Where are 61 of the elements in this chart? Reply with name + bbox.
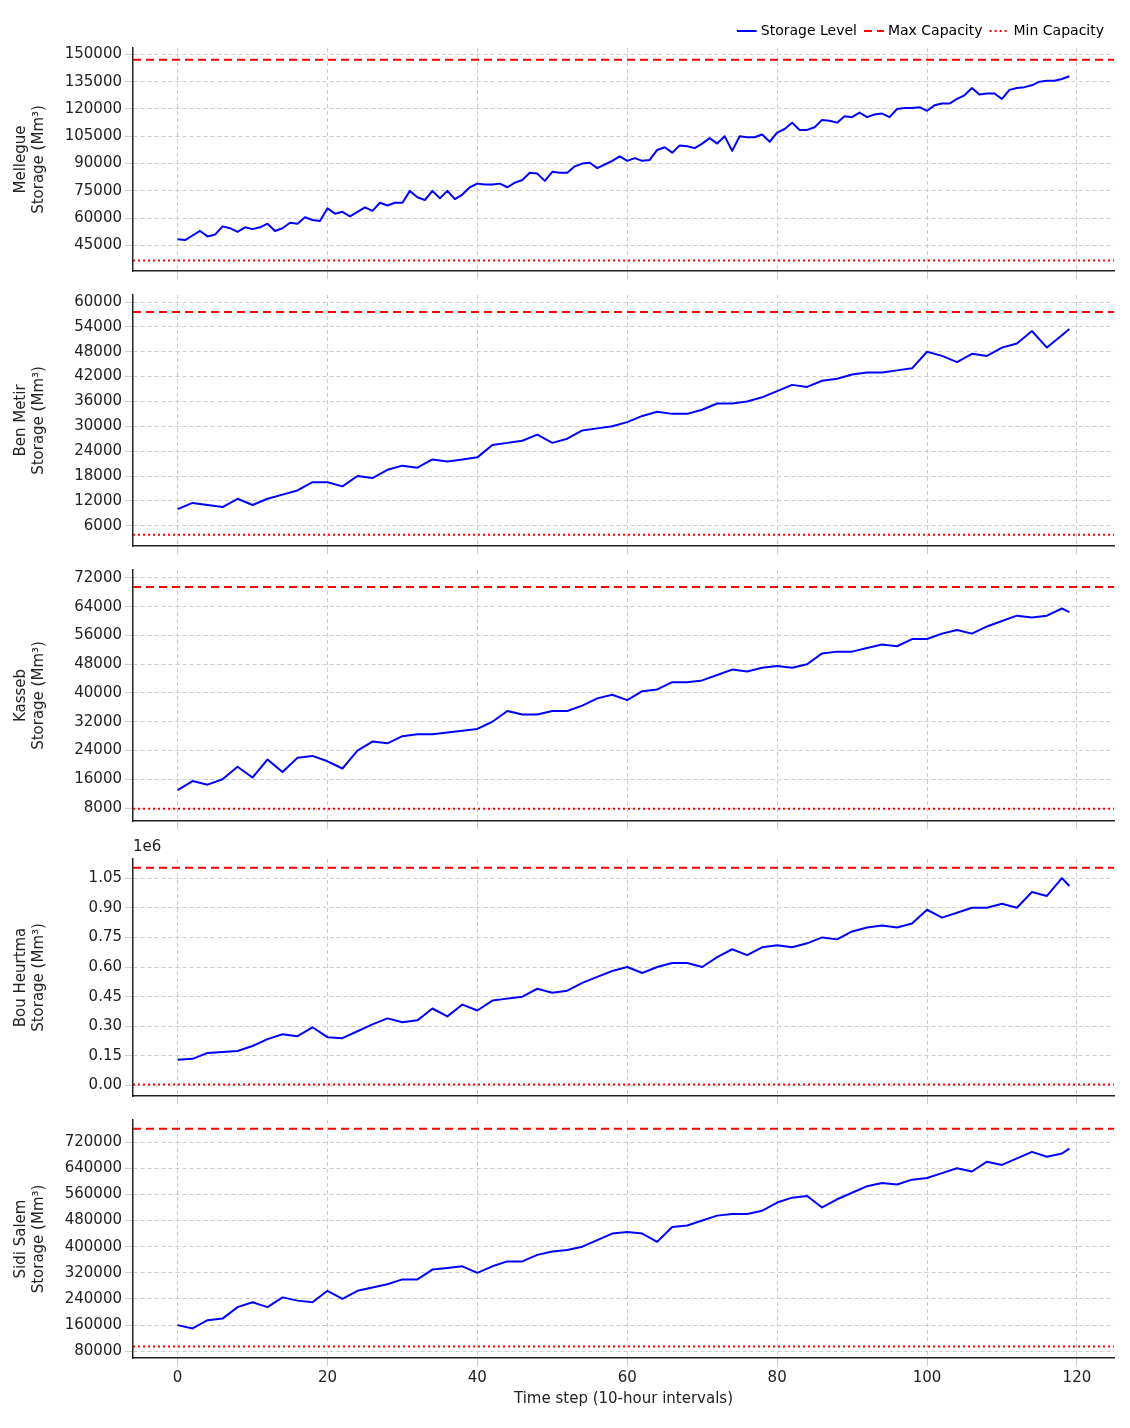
- y-tick-label: 400000: [64, 1236, 122, 1255]
- legend-label: Min Capacity: [1013, 21, 1105, 38]
- y-tick-label: 8000: [83, 797, 122, 816]
- y-axis-title: Bou Heurtma Storage (Mm³): [10, 923, 47, 1032]
- y-tick-label: 56000: [74, 625, 122, 644]
- x-tick-label: 80: [767, 1367, 787, 1386]
- y-tick-label: 120000: [64, 98, 122, 117]
- legend-label: Storage Level: [760, 21, 857, 38]
- x-tick-label: 40: [467, 1367, 487, 1386]
- y-tick-label: 48000: [74, 341, 122, 360]
- y-tick-label: 32000: [74, 711, 122, 730]
- y-tick-label: 24000: [74, 441, 122, 460]
- y-axis-title: Mellegue Storage (Mm³): [10, 105, 47, 214]
- y-tick-label: 48000: [74, 654, 122, 673]
- y-tick-label: 54000: [74, 316, 122, 335]
- y-axis-title: Sidi Salem Storage (Mm³): [10, 1184, 47, 1294]
- y-tick-label: 60000: [74, 291, 122, 310]
- y-tick-label: 45000: [74, 235, 122, 254]
- y-tick-label: 0.60: [88, 956, 122, 975]
- y-tick-label: 135000: [64, 71, 122, 90]
- y-tick-label: 160000: [64, 1315, 122, 1334]
- y-tick-label: 150000: [64, 44, 122, 63]
- y-tick-label: 480000: [64, 1210, 122, 1229]
- y-tick-label: 240000: [64, 1288, 122, 1307]
- y-tick-label: 90000: [74, 153, 122, 172]
- y-axis-title: Ben Metir Storage (Mm³): [10, 366, 47, 475]
- y-tick-label: 42000: [74, 366, 122, 385]
- y-tick-label: 0.45: [88, 986, 122, 1005]
- y-tick-label: 60000: [74, 208, 122, 227]
- x-tick-label: 120: [1062, 1367, 1092, 1386]
- y-tick-label: 80000: [74, 1341, 122, 1360]
- y-tick-label: 0.90: [88, 897, 122, 916]
- y-tick-label: 105000: [64, 126, 122, 145]
- y-tick-label: 720000: [64, 1131, 122, 1150]
- y-axis-title: Kasseb Storage (Mm³): [10, 641, 47, 750]
- y-tick-label: 6000: [83, 515, 122, 534]
- x-tick-label: 100: [912, 1367, 942, 1386]
- x-axis-title: Time step (10-hour intervals): [512, 1388, 734, 1407]
- y-tick-label: 36000: [74, 391, 122, 410]
- y-tick-label: 0.15: [88, 1045, 122, 1064]
- text: 1e6: [133, 837, 162, 856]
- y-tick-label: 30000: [74, 416, 122, 435]
- x-tick-label: 60: [617, 1367, 637, 1386]
- legend-label: Max Capacity: [887, 21, 983, 38]
- y-tick-label: 12000: [74, 490, 122, 509]
- y-tick-label: 18000: [74, 465, 122, 484]
- y-tick-label: 560000: [64, 1184, 122, 1203]
- y-tick-label: 0.30: [88, 1016, 122, 1035]
- y-tick-label: 1.05: [88, 868, 122, 887]
- y-tick-label: 320000: [64, 1262, 122, 1281]
- y-tick-label: 24000: [74, 740, 122, 759]
- y-tick-label: 64000: [74, 596, 122, 615]
- x-tick-label: 20: [317, 1367, 338, 1386]
- y-tick-label: 16000: [74, 769, 122, 788]
- y-tick-label: 0.75: [88, 927, 122, 946]
- y-tick-label: 72000: [74, 567, 122, 586]
- y-tick-label: 640000: [64, 1158, 122, 1177]
- y-tick-label: 75000: [74, 180, 122, 199]
- y-tick-label: 0.00: [88, 1075, 122, 1094]
- y-tick-label: 40000: [74, 682, 122, 701]
- x-tick-label: 0: [172, 1367, 183, 1386]
